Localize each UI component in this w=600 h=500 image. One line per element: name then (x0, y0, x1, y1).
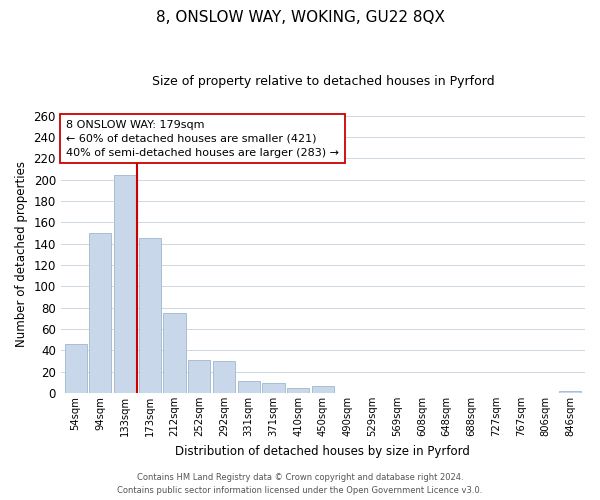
Title: Size of property relative to detached houses in Pyrford: Size of property relative to detached ho… (152, 75, 494, 88)
Bar (139, 238, 161, 393)
Bar (238, 382, 260, 393)
Bar (559, 391, 581, 393)
Bar (188, 360, 211, 393)
Bar (114, 176, 136, 393)
Bar (163, 313, 185, 393)
Bar (312, 386, 334, 393)
Bar (65, 344, 87, 393)
Text: 8 ONSLOW WAY: 179sqm
← 60% of detached houses are smaller (421)
40% of semi-deta: 8 ONSLOW WAY: 179sqm ← 60% of detached h… (66, 120, 339, 158)
Text: 8, ONSLOW WAY, WOKING, GU22 8QX: 8, ONSLOW WAY, WOKING, GU22 8QX (155, 10, 445, 25)
Bar (89, 233, 112, 393)
Text: Contains HM Land Registry data © Crown copyright and database right 2024.
Contai: Contains HM Land Registry data © Crown c… (118, 473, 482, 495)
Bar (213, 361, 235, 393)
Bar (287, 388, 309, 393)
Y-axis label: Number of detached properties: Number of detached properties (15, 162, 28, 348)
X-axis label: Distribution of detached houses by size in Pyrford: Distribution of detached houses by size … (175, 444, 470, 458)
Bar (262, 384, 284, 393)
